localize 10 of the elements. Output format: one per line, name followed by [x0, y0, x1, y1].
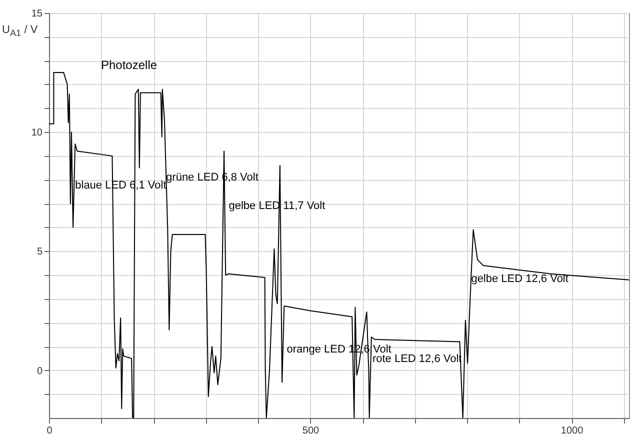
x-tick-label: 0 [46, 426, 53, 436]
y-tick-label: 10 [31, 128, 43, 139]
annotation: gelbe LED 12,6 Volt [471, 273, 568, 286]
y-tick-label: 15 [31, 8, 43, 20]
annotation: Photozelle [101, 58, 158, 72]
x-tick-label: 1000 [560, 426, 584, 436]
y-tick-label: 0 [36, 366, 43, 377]
x-tick-label: 500 [302, 426, 320, 436]
y-tick-label: 5 [36, 246, 43, 258]
y-axis-title: U$_{A1}$ / V [2, 24, 38, 40]
